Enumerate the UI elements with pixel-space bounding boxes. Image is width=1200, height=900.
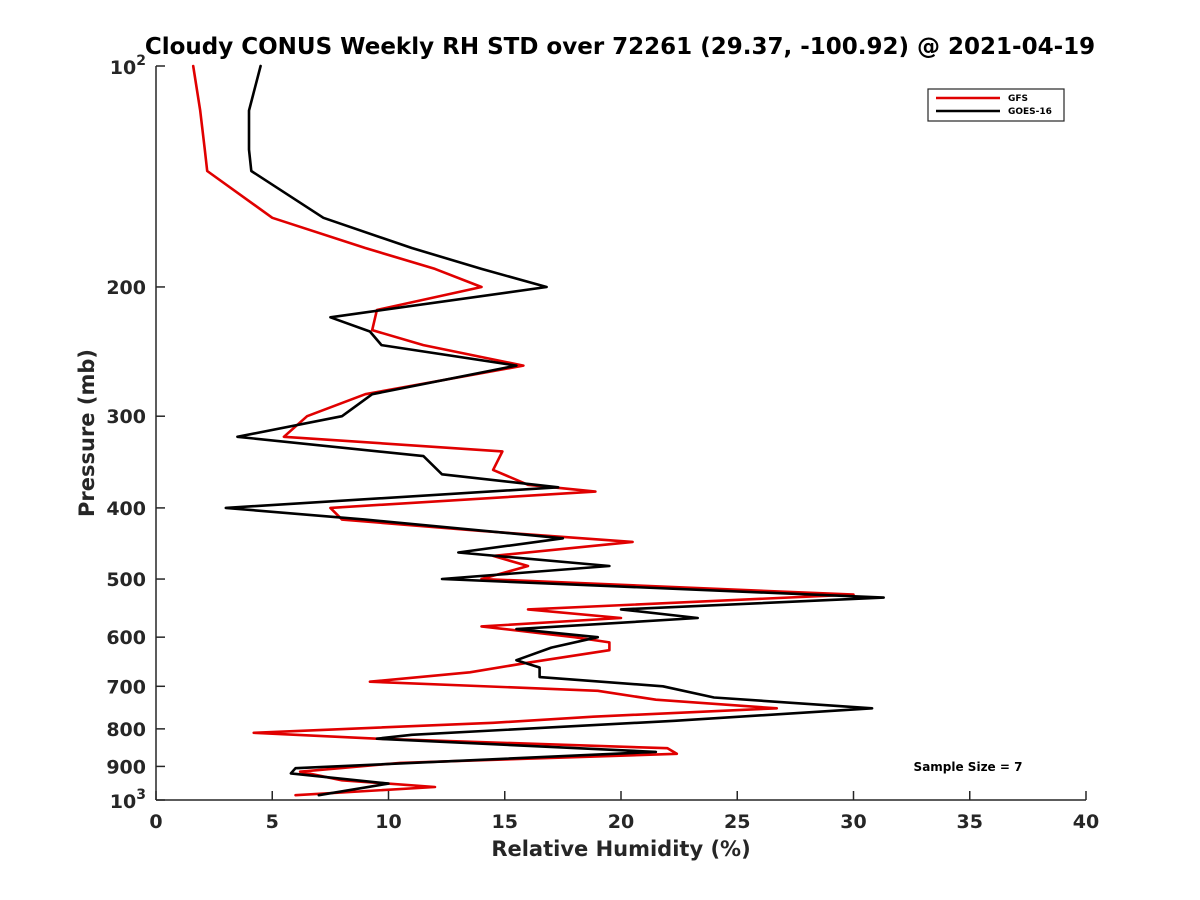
y-tick-label: 800 [106,719,146,741]
series-line-gfs [191,64,855,797]
legend-label-goes16: GOES-16 [1008,107,1052,117]
y-tick-label-top-exponent: 2 [136,53,146,69]
legend-box [927,88,1065,122]
y-tick-label: 300 [106,406,146,428]
legend: GFS GOES-16 [927,88,1065,122]
x-tick-label: 10 [375,811,401,833]
series-layer [191,64,886,797]
y-tick-label: 700 [106,676,146,698]
x-tick-label: 40 [1073,811,1099,833]
sample-size-annotation: Sample Size = 7 [914,760,1023,774]
y-tick-label-bottom-exponent: 3 [136,787,146,803]
series-line-goes16 [224,64,886,797]
legend-label-gfs: GFS [1008,94,1028,104]
x-tick-label: 30 [840,811,866,833]
x-axis-label: Relative Humidity (%) [491,837,750,861]
x-tick-label: 15 [492,811,518,833]
y-tick-label-bottom-base: 10 [110,791,136,813]
y-axis-label: Pressure (mb) [75,349,99,517]
y-tick-label: 400 [106,498,146,520]
x-tick-label: 5 [266,811,279,833]
x-tick-label: 35 [957,811,983,833]
x-tick-label: 25 [724,811,750,833]
y-tick-label-top-base: 10 [110,57,136,79]
x-ticks: 0 5 10 15 20 25 30 35 40 [149,791,1099,833]
y-tick-label: 200 [106,277,146,299]
y-tick-label: 900 [106,756,146,778]
y-ticks: 200 300 400 500 600 700 800 900 [106,65,165,801]
x-tick-label: 20 [608,811,634,833]
x-tick-label: 0 [149,811,162,833]
chart-title: Cloudy CONUS Weekly RH STD over 72261 (2… [145,34,1095,60]
y-tick-label: 600 [106,627,146,649]
y-tick-label: 500 [106,569,146,591]
y-tick-label-bottom: 103 [110,787,146,813]
y-tick-label-top: 102 [110,53,146,79]
